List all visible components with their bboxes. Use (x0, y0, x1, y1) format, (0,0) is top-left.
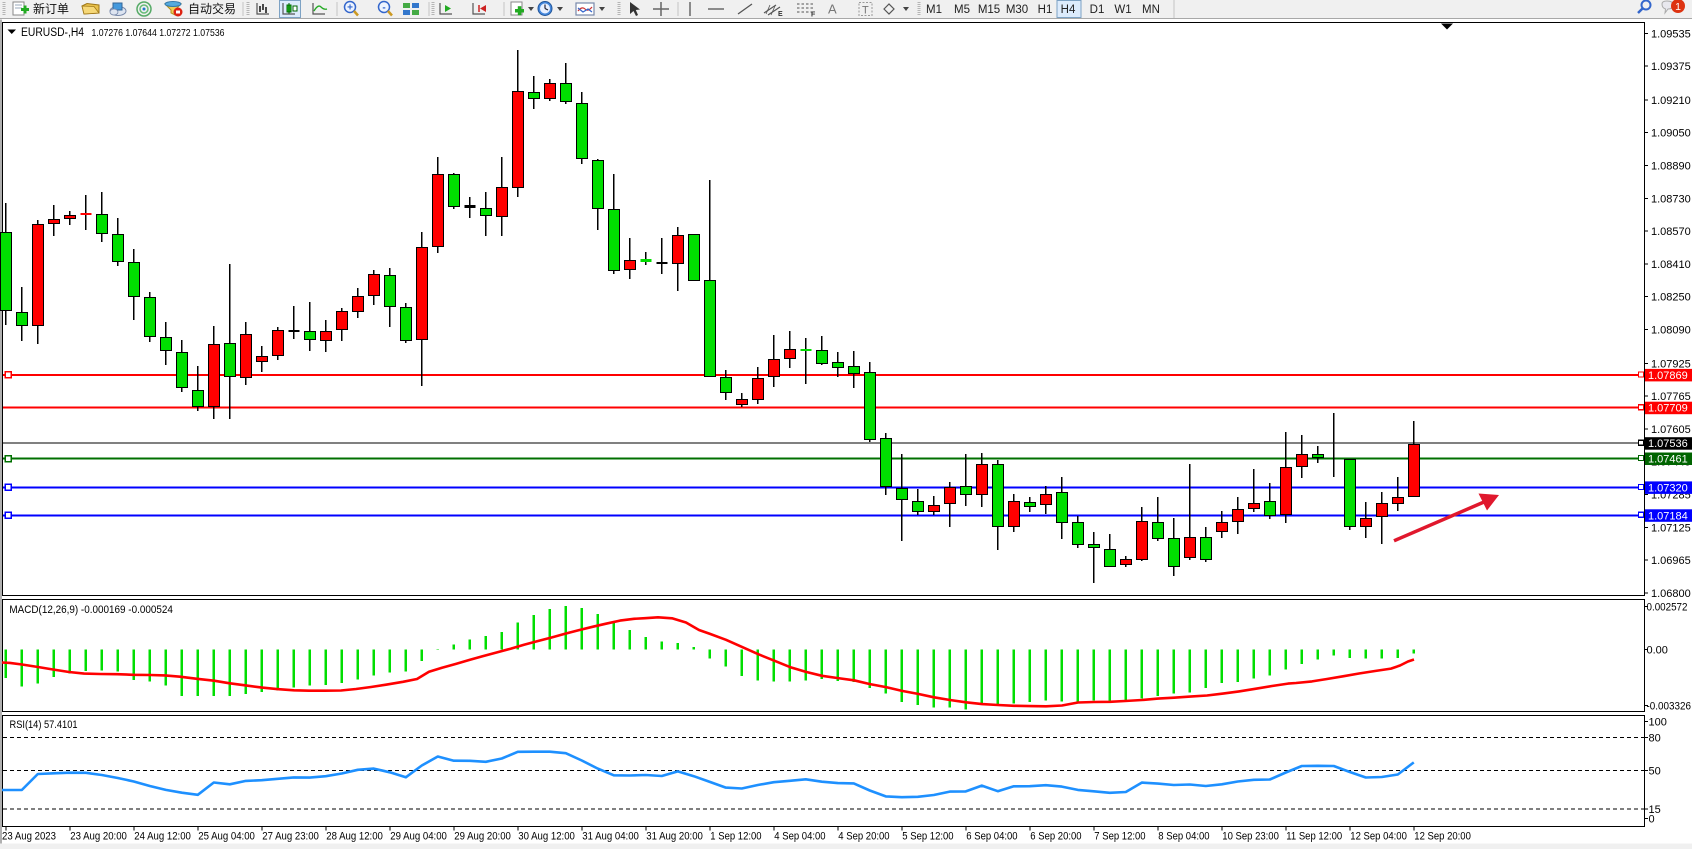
svg-text:1.09535: 1.09535 (1651, 28, 1691, 40)
svg-text:12 Sep 04:00: 12 Sep 04:00 (1350, 831, 1407, 843)
svg-text:1.08570: 1.08570 (1651, 226, 1691, 238)
svg-text:1.06965: 1.06965 (1651, 555, 1691, 567)
svg-text:1.07536: 1.07536 (1648, 438, 1688, 450)
svg-text:M1: M1 (926, 4, 942, 16)
svg-text:1 Sep 12:00: 1 Sep 12:00 (710, 831, 761, 843)
svg-text:25 Aug 04:00: 25 Aug 04:00 (198, 831, 255, 843)
svg-text:8 Sep 04:00: 8 Sep 04:00 (1158, 831, 1209, 843)
svg-text:1.07925: 1.07925 (1651, 358, 1691, 370)
svg-text:M5: M5 (954, 4, 970, 16)
svg-text:1.07765: 1.07765 (1651, 391, 1691, 403)
svg-text:H1: H1 (1038, 4, 1053, 16)
svg-text:1.09375: 1.09375 (1651, 61, 1691, 73)
svg-text:H4: H4 (1061, 4, 1076, 16)
svg-text:1.07869: 1.07869 (1648, 370, 1688, 382)
svg-text:1.07125: 1.07125 (1651, 522, 1691, 534)
svg-text:EURUSD-,H4: EURUSD-,H4 (21, 27, 85, 39)
svg-text:E: E (778, 11, 783, 18)
svg-text:29 Aug 20:00: 29 Aug 20:00 (454, 831, 511, 843)
svg-text:A: A (828, 2, 837, 17)
svg-text:+: + (347, 3, 353, 14)
svg-text:F: F (811, 12, 816, 19)
svg-text:28 Aug 12:00: 28 Aug 12:00 (326, 831, 383, 843)
svg-text:6 Sep 20:00: 6 Sep 20:00 (1030, 831, 1081, 843)
svg-text:自动交易: 自动交易 (188, 1, 236, 16)
svg-text:10 Sep 23:00: 10 Sep 23:00 (1222, 831, 1279, 843)
svg-text:-: - (382, 3, 385, 14)
svg-text:31 Aug 20:00: 31 Aug 20:00 (646, 831, 703, 843)
svg-text:MN: MN (1142, 4, 1160, 16)
svg-text:6 Sep 04:00: 6 Sep 04:00 (966, 831, 1017, 843)
svg-text:1: 1 (1675, 1, 1681, 13)
svg-text:30 Aug 12:00: 30 Aug 12:00 (518, 831, 575, 843)
svg-text:4 Sep 20:00: 4 Sep 20:00 (838, 831, 889, 843)
svg-text:1.09050: 1.09050 (1651, 128, 1691, 140)
svg-text:5 Sep 12:00: 5 Sep 12:00 (902, 831, 953, 843)
svg-text:1.07320: 1.07320 (1648, 482, 1688, 494)
svg-text:31 Aug 04:00: 31 Aug 04:00 (582, 831, 639, 843)
svg-text:1.07276 1.07644 1.07272 1.0753: 1.07276 1.07644 1.07272 1.07536 (92, 27, 225, 39)
svg-text:-0.003326: -0.003326 (1647, 701, 1692, 713)
svg-text:0.002572: 0.002572 (1647, 602, 1688, 614)
svg-text:27 Aug 23:00: 27 Aug 23:00 (262, 831, 319, 843)
svg-text:11 Sep 12:00: 11 Sep 12:00 (1286, 831, 1342, 843)
svg-text:M30: M30 (1006, 4, 1028, 16)
svg-text:50: 50 (1649, 766, 1661, 778)
svg-text:12 Sep 20:00: 12 Sep 20:00 (1414, 831, 1471, 843)
svg-text:1.08730: 1.08730 (1651, 193, 1691, 205)
svg-text:0: 0 (1649, 814, 1655, 826)
svg-text:0.00: 0.00 (1647, 644, 1668, 656)
svg-text:1.06800: 1.06800 (1651, 588, 1691, 600)
svg-text:1.07605: 1.07605 (1651, 424, 1691, 436)
svg-text:T: T (862, 5, 869, 17)
svg-text:1.07461: 1.07461 (1648, 454, 1688, 466)
svg-text:23 Aug 2023: 23 Aug 2023 (2, 831, 56, 843)
svg-text:15: 15 (1649, 804, 1661, 816)
svg-text:7 Sep 12:00: 7 Sep 12:00 (1094, 831, 1145, 843)
svg-text:1.08890: 1.08890 (1651, 161, 1691, 173)
svg-text:4 Sep 04:00: 4 Sep 04:00 (774, 831, 825, 843)
svg-text:RSI(14) 57.4101: RSI(14) 57.4101 (10, 719, 78, 731)
svg-text:W1: W1 (1114, 4, 1131, 16)
svg-text:1.08410: 1.08410 (1651, 259, 1691, 271)
svg-text:1.09210: 1.09210 (1651, 95, 1691, 107)
svg-text:1.07184: 1.07184 (1648, 510, 1688, 522)
svg-text:M15: M15 (978, 4, 1000, 16)
svg-text:24 Aug 12:00: 24 Aug 12:00 (134, 831, 191, 843)
svg-text:D1: D1 (1090, 4, 1105, 16)
svg-text:100: 100 (1649, 717, 1667, 729)
svg-text:MACD(12,26,9) -0.000169 -0.000: MACD(12,26,9) -0.000169 -0.000524 (9, 604, 173, 616)
svg-text:1.08090: 1.08090 (1651, 325, 1691, 337)
svg-text:29 Aug 04:00: 29 Aug 04:00 (390, 831, 447, 843)
svg-text:23 Aug 20:00: 23 Aug 20:00 (70, 831, 127, 843)
svg-text:1.08250: 1.08250 (1651, 292, 1691, 304)
svg-text:新订单: 新订单 (33, 1, 69, 16)
svg-text:80: 80 (1649, 733, 1661, 745)
svg-text:1.07709: 1.07709 (1648, 403, 1688, 415)
